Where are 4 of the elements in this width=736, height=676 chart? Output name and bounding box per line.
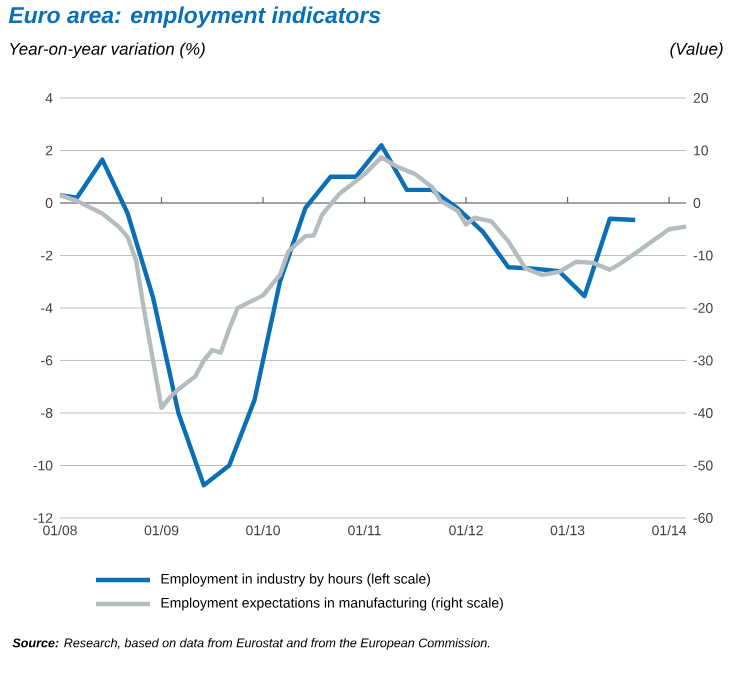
y2-axis-title: (Value) [670,42,723,59]
y-axis-title: Year-on-year variation (%) [10,42,205,59]
line-series [57,143,638,488]
chart-title: Euro area: employment indicators [8,6,381,28]
